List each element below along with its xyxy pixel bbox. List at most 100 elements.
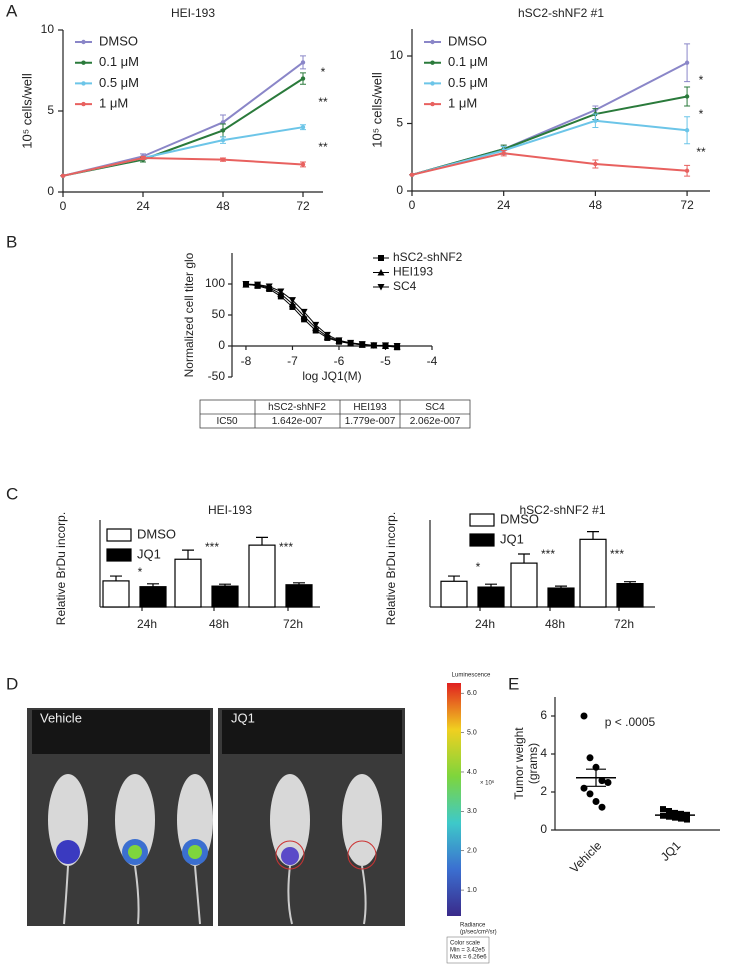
x-tick-label: 48h <box>545 617 565 631</box>
sem-bar <box>665 813 685 817</box>
annotation: p < .0005 <box>605 715 656 729</box>
colorbar-tick-label: 2.0 <box>467 848 477 855</box>
x-tick-label: 72h <box>614 617 634 631</box>
tails <box>287 865 367 925</box>
point <box>684 168 690 173</box>
legend-label: DMSO <box>448 33 487 48</box>
point <box>347 339 355 347</box>
bar <box>616 583 644 608</box>
x-tick-label: 72 <box>680 198 694 212</box>
point <box>242 281 250 288</box>
point <box>300 162 306 167</box>
point <box>358 341 366 348</box>
panel-label: B <box>6 232 17 251</box>
y-tick-label: -50 <box>208 369 226 383</box>
x-tick-label: 24h <box>475 617 495 631</box>
legend-marker <box>81 101 86 107</box>
legend-label: 0.1 μM <box>99 54 139 69</box>
mice <box>270 774 382 866</box>
mouse <box>48 774 88 866</box>
legend-label: SC4 <box>393 279 417 293</box>
legend-marker <box>81 81 86 86</box>
point <box>288 297 296 304</box>
point <box>660 806 666 813</box>
point <box>60 173 66 178</box>
scale-text: Max = 6.26e6 <box>450 955 487 961</box>
point <box>220 137 226 143</box>
x-tick-label: -4 <box>427 354 438 368</box>
x-tick-label: 0 <box>60 199 67 213</box>
y-axis-label: (grams) <box>526 743 540 784</box>
signal <box>281 847 299 865</box>
point <box>289 303 296 310</box>
legend-marker <box>81 39 86 45</box>
x-tick-label: 48h <box>209 617 229 631</box>
bar <box>579 538 607 608</box>
legend-label: HEI193 <box>393 265 433 279</box>
x-tick-label: -6 <box>334 354 345 368</box>
photo-shelf <box>32 710 210 754</box>
colorbar-title: Luminescence <box>452 673 491 679</box>
error-bar <box>182 549 194 560</box>
annotation: ** <box>318 95 328 109</box>
point <box>672 814 678 821</box>
point <box>604 779 612 786</box>
y-axis-label: 10⁵ cells/well <box>369 72 384 148</box>
annotation: * <box>321 65 326 79</box>
series-line <box>411 119 688 176</box>
point <box>140 155 146 161</box>
mouse <box>115 774 155 866</box>
y-axis-label: Normalized cell titer glo <box>182 252 196 377</box>
point <box>301 316 308 323</box>
series-line <box>62 77 304 177</box>
colorbar <box>447 683 461 916</box>
legend-swatch <box>469 513 495 527</box>
colorbar-unit: (p/sec/cm²/sr) <box>460 930 497 936</box>
bar <box>547 587 575 608</box>
point <box>678 815 684 822</box>
tail <box>134 865 140 925</box>
panel-label: C <box>6 484 18 503</box>
y-tick-label: 10 <box>41 22 55 36</box>
colorbar-tick-label: 1.0 <box>467 887 477 894</box>
bar <box>139 586 167 608</box>
point <box>580 784 588 792</box>
annotation: *** <box>205 540 219 554</box>
y-tick-label: 0 <box>396 183 403 197</box>
y-tick-label: 6 <box>540 708 547 722</box>
legend-label: JQ1 <box>137 546 161 561</box>
point <box>254 281 262 289</box>
x-tick-label: -5 <box>380 354 391 368</box>
signal <box>56 840 80 864</box>
legend-marker <box>430 39 435 45</box>
y-axis-label: Tumor weight <box>512 727 526 800</box>
ic50-table: hSC2-shNF2 HEI193 SC4 IC50 1.642e-007 1.… <box>199 399 471 429</box>
x-tick-label: 0 <box>409 198 416 212</box>
series-line <box>62 156 304 177</box>
table-header: HEI193 <box>353 402 387 413</box>
signal <box>188 845 202 859</box>
legend-marker <box>430 81 435 86</box>
roi <box>347 840 377 870</box>
legend-marker <box>378 255 384 261</box>
y-tick-label: 5 <box>47 103 54 117</box>
bar <box>102 580 130 608</box>
error-bar <box>518 553 530 564</box>
x-tick-label: 48 <box>216 199 230 213</box>
annotation: * <box>138 565 143 579</box>
x-tick-label: 48 <box>589 198 603 212</box>
table-header: hSC2-shNF2 <box>268 402 326 413</box>
tail <box>361 865 367 925</box>
x-tick-label: Vehicle <box>567 838 604 875</box>
photo-label: JQ1 <box>231 710 255 725</box>
point <box>265 283 273 290</box>
bar <box>477 586 505 608</box>
point <box>300 312 308 320</box>
x-axis-label: log JQ1(M) <box>302 369 361 383</box>
colorbar-tick-label: 5.0 <box>467 729 477 736</box>
chart-title: HEI-193 <box>171 6 215 20</box>
point <box>409 172 415 177</box>
error-bar <box>448 575 460 582</box>
point <box>684 94 690 99</box>
